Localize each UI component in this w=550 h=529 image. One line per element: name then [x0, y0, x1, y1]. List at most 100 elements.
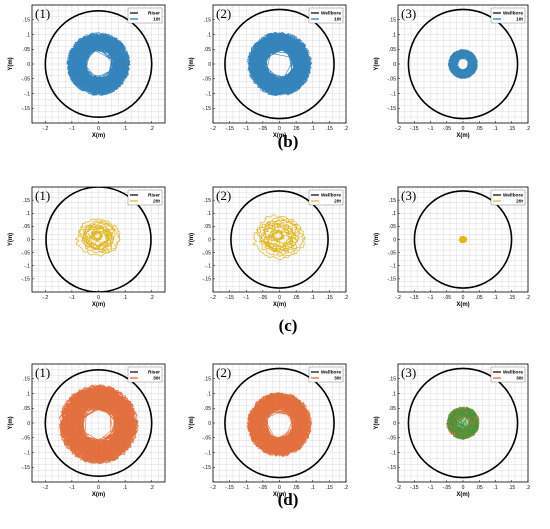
legend-entry: Wellbore [503, 370, 524, 376]
trace-group [445, 405, 480, 441]
y-tick-label: .1 [207, 391, 211, 397]
y-tick-label: .1 [207, 32, 211, 38]
chart-panel-7: -.2 -.1 0 .1 .2 -.15 -.1 -.05 0 .05 .1 .15 X(m) Y(m) (… [8, 363, 166, 498]
x-tick-label: .2 [150, 295, 154, 301]
x-tick-label: 0 [97, 485, 100, 491]
x-tick-label: .1 [123, 295, 127, 301]
x-tick-label: .1 [493, 485, 497, 491]
legend-entry: 10t [334, 17, 341, 23]
y-axis-label: Y(m) [8, 233, 14, 246]
legend-entry: Riser [148, 11, 160, 17]
boundary-circle [44, 9, 153, 119]
legend-entry: 10t [516, 17, 523, 23]
x-tick-label: .05 [476, 126, 483, 132]
x-tick-label: -.05 [442, 295, 451, 301]
row-label-c: (c) [278, 316, 298, 335]
x-tick-label: 0 [462, 126, 465, 132]
panel-label: (3) [401, 365, 416, 380]
tick-labels: -.2 -.15 -.1 -.05 0 .05 .1 .15 .2 -.15 -.1 -.05 0 .05… [202, 377, 348, 491]
trace-group [58, 384, 139, 465]
legend-entry: Wellbore [321, 11, 342, 17]
x-tick-label: -.1 [69, 295, 75, 301]
tick-labels: -.2 -.15 -.1 -.05 0 .05 .1 .15 .2 -.15 -.1 -.05 0 .05… [202, 198, 348, 301]
panel-label: (3) [401, 188, 416, 203]
tick-labels: -.2 -.1 0 .1 .2 -.15 -.1 -.05 0 .05 .1 .15 [21, 198, 154, 301]
x-tick-label: -.2 [210, 485, 216, 491]
y-tick-label: -.05 [21, 250, 30, 256]
legend-entry: Wellbore [321, 193, 342, 199]
trace-group [447, 48, 479, 80]
x-tick-label: .05 [293, 126, 300, 132]
y-tick-label: -.1 [390, 450, 396, 456]
tick-labels: -.2 -.15 -.1 -.05 0 .05 .1 .15 .2 -.15 -.1 -.05 0 .05… [387, 377, 530, 491]
y-tick-label: .05 [204, 406, 211, 412]
panel-label: (1) [35, 188, 50, 203]
x-tick-label: .1 [493, 126, 497, 132]
x-tick-label: .2 [526, 485, 530, 491]
legend-entry: Riser [148, 193, 160, 199]
boundary-circle [224, 8, 335, 120]
chart-panel-3: -.2 -.15 -.1 -.05 0 .05 .1 .15 .2 -.15 -.1 -.05 0 .05… [374, 4, 530, 139]
y-axis-label: Y(m) [374, 233, 380, 246]
chart-panel-6: -.2 -.15 -.1 -.05 0 .05 .1 .15 .2 -.15 -.1 -.05 0 .05… [374, 186, 530, 308]
panel-label: (1) [35, 365, 50, 380]
y-tick-label: -.1 [205, 91, 211, 97]
chart-panel-4: -.2 -.1 0 .1 .2 -.15 -.1 -.05 0 .05 .1 .15 X(m) Y(m) (… [8, 186, 166, 308]
legend-entry: Riser [148, 370, 160, 376]
y-tick-label: 0 [208, 237, 211, 243]
x-tick-label: .2 [150, 485, 154, 491]
panel-label: (2) [216, 188, 231, 203]
x-tick-label: .1 [123, 485, 127, 491]
tick-labels: -.2 -.1 0 .1 .2 -.15 -.1 -.05 0 .05 .1 .15 [21, 377, 154, 491]
legend-entry: 20t [334, 199, 341, 205]
x-tick-label: -.2 [42, 485, 48, 491]
x-axis-label: X(m) [273, 302, 286, 308]
x-tick-label: -.1 [243, 485, 249, 491]
x-tick-label: -.05 [259, 295, 268, 301]
x-tick-label: .15 [508, 295, 515, 301]
trace-line [458, 235, 468, 244]
x-tick-label: .15 [508, 126, 515, 132]
y-tick-label: 0 [393, 421, 396, 427]
y-tick-label: -.05 [202, 250, 211, 256]
y-tick-label: -.1 [205, 450, 211, 456]
y-tick-label: 0 [27, 237, 30, 243]
x-tick-label: .15 [508, 485, 515, 491]
chart-panel-2: -.2 -.15 -.1 -.05 0 .05 .1 .15 .2 -.15 -.1 -.05 0 .05… [189, 4, 348, 139]
x-tick-label: -.2 [210, 126, 216, 132]
x-tick-label: 0 [462, 295, 465, 301]
x-tick-label: -.1 [69, 485, 75, 491]
panel-label: (2) [216, 6, 231, 21]
x-tick-label: .05 [293, 485, 300, 491]
legend-entry: Wellbore [503, 11, 524, 17]
x-tick-label: 0 [97, 126, 100, 132]
y-tick-label: .05 [23, 47, 30, 53]
y-axis-label: Y(m) [189, 233, 195, 246]
trace-group [74, 218, 121, 257]
y-tick-label: .15 [204, 18, 211, 24]
y-tick-label: -.1 [24, 91, 30, 97]
x-tick-label: .15 [326, 485, 333, 491]
chart-panel-8: -.2 -.15 -.1 -.05 0 .05 .1 .15 .2 -.15 -.1 -.05 0 .05… [189, 363, 348, 498]
y-tick-label: -.1 [205, 264, 211, 270]
x-tick-label: -.1 [428, 485, 434, 491]
x-tick-label: -.2 [395, 295, 401, 301]
trace-accent-line [445, 405, 480, 441]
x-tick-label: .1 [493, 295, 497, 301]
y-tick-label: .15 [389, 18, 396, 24]
trace-line [252, 214, 306, 261]
trace-line [447, 48, 479, 80]
y-tick-label: .05 [204, 47, 211, 53]
x-tick-label: -.2 [395, 485, 401, 491]
y-tick-label: .15 [23, 377, 30, 383]
y-tick-label: .1 [207, 211, 211, 217]
x-axis-label: X(m) [92, 302, 105, 308]
x-tick-label: 0 [278, 485, 281, 491]
y-tick-label: .05 [23, 406, 30, 412]
